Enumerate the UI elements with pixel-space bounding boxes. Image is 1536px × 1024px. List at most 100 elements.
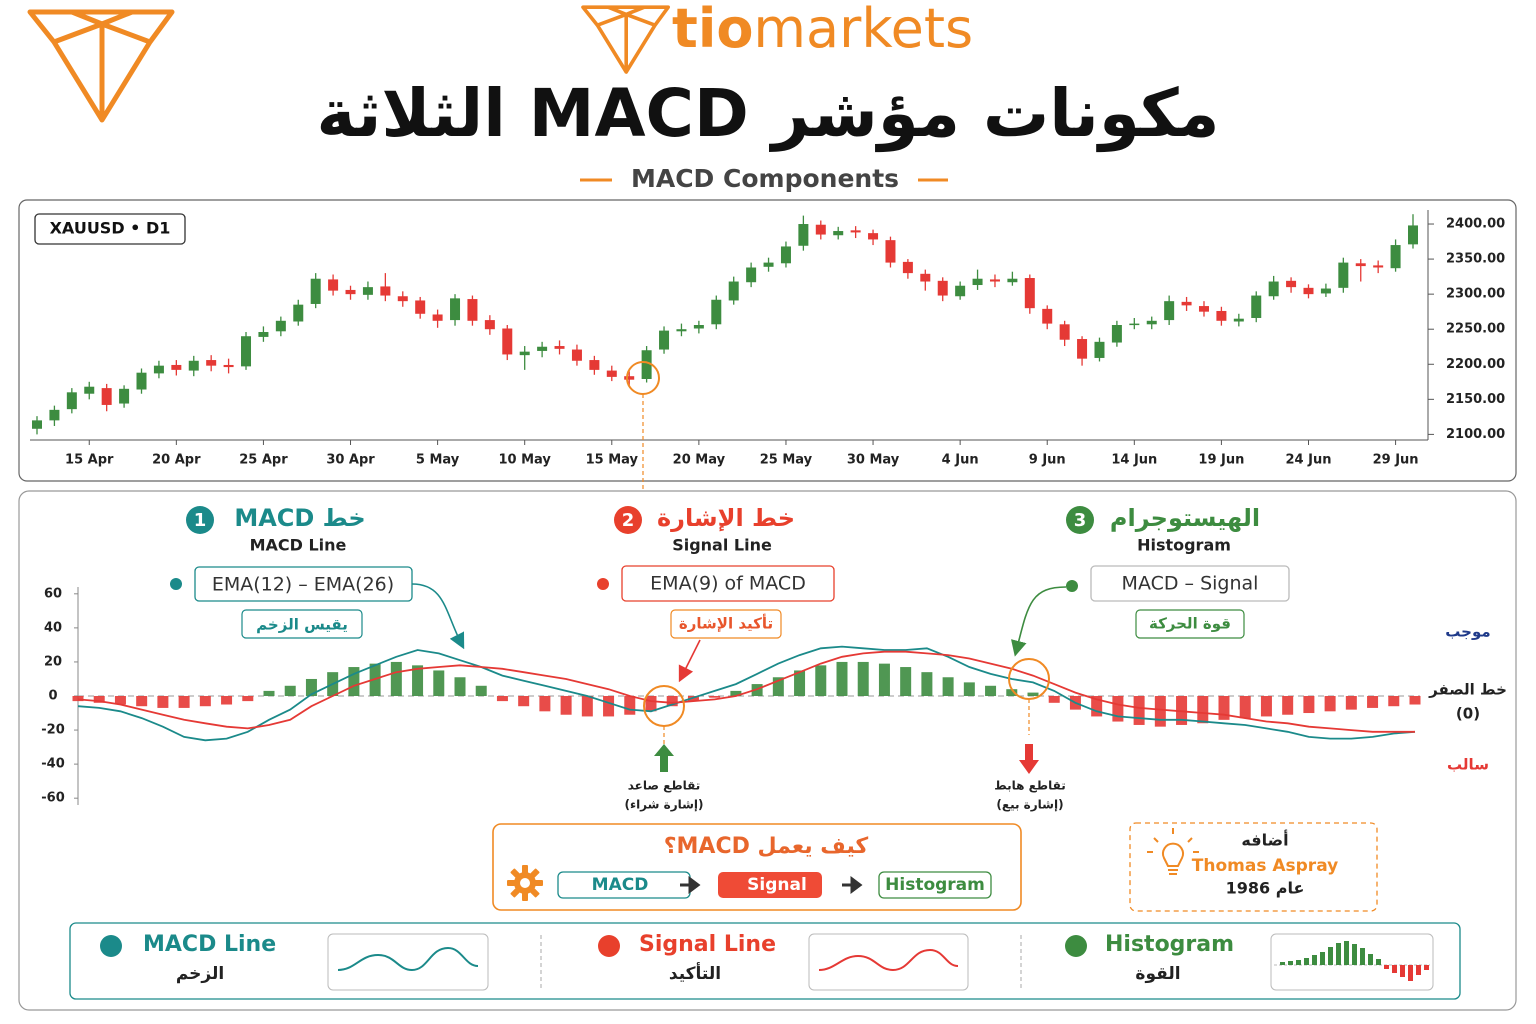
subtitle: MACD Components [631,164,899,193]
component-title: خط الإشارة [657,504,795,532]
bulb-icon [1147,828,1199,875]
candle-body [1251,295,1262,318]
x-tick-label: 24 Jun [1286,453,1332,468]
how-title: كيف يعمل MACD؟ [664,834,869,859]
candle-body [902,261,913,274]
logo-large-part [27,9,175,123]
candle-body [101,388,112,405]
logo-small-part [581,5,671,74]
candle-body [223,364,234,368]
candle-body [868,233,879,240]
legend-dot [598,935,620,957]
candle-body [171,364,182,370]
candle-body [1216,310,1227,321]
y-tick-label: 60 [44,586,62,601]
candle-body [1181,301,1192,306]
histogram-bar [1260,696,1272,717]
candle-body [989,279,1000,282]
y-tick-label: 0 [48,689,57,704]
x-tick-label: 25 May [760,453,813,468]
y-tick-label: 20 [44,654,62,669]
histogram-bar [263,690,275,696]
mini-histogram-part [1376,959,1381,965]
tag-box [1135,609,1245,639]
legend-note: الزخم [176,964,224,984]
logo-small-part [596,5,656,73]
candle-body [1129,323,1140,326]
candle-body [624,376,635,380]
sparkline-box [808,933,969,991]
x-tick-label: 10 May [498,453,551,468]
legend-label: Histogram [1105,932,1234,957]
number: 3 [1074,510,1087,531]
histogram-bar [1133,696,1145,725]
bulb-icon-part [1147,828,1199,853]
legend-dot [1065,935,1087,957]
histogram-bar [836,661,848,696]
candle-body [798,224,809,246]
bullet [597,578,609,590]
candle-body [119,388,130,404]
annotation: (إشارة بيع) [996,798,1063,812]
candle-body [293,304,304,322]
candle-body [589,360,600,370]
formula-box [621,565,835,602]
step: Signal [747,875,807,895]
histogram-bar [794,670,806,696]
histogram-bar [348,667,360,696]
candle-body [1373,265,1384,268]
candle-body [362,287,373,295]
y-tick-label: 2100.00 [1446,427,1505,442]
histogram-bar [114,696,126,705]
gear-icon [507,865,543,901]
pointer-arrow [678,639,701,683]
sparkline [337,946,479,972]
candle-body [32,420,42,429]
histogram-bar [1409,696,1421,705]
candle-body [275,320,286,332]
candle-body [937,280,948,296]
candle-body [833,231,844,236]
histogram-bar [284,685,296,696]
histogram-bar [1388,696,1400,707]
formula: EMA(9) of MACD [650,573,806,595]
x-tick-label: 19 Jun [1198,453,1244,468]
number-badge [1066,506,1094,534]
candle-body [920,273,931,282]
candle-body [1320,288,1331,294]
histogram-bar [475,685,487,696]
histogram-bar [93,696,105,703]
sparkline [818,948,959,972]
histogram-bar [1027,692,1039,696]
mini-histogram-part [1320,952,1325,965]
histogram-bar [603,696,615,717]
candle-body [676,329,687,332]
logo-large-part [53,9,151,120]
mini-histogram-part [1352,944,1357,965]
step-arrow [680,876,701,894]
bullet [170,578,182,590]
histogram-bar [1239,696,1251,719]
candle-body [450,298,461,321]
gear-icon-part [520,878,530,888]
y-tick-label: 2300.00 [1446,287,1505,302]
price-chart: 2100.00 2150.00 2200.00 2250.00 2300.00 2350.… [30,210,1505,468]
price-panel [18,199,1517,482]
candle-body [763,262,774,267]
y-tick-label: 2250.00 [1446,322,1505,337]
candle-body [537,346,548,351]
histogram-bar [815,665,827,696]
histogram-bar [412,665,424,696]
x-tick-label: 15 May [586,453,639,468]
candle-body [815,224,826,235]
y-tick-label: 2150.00 [1446,392,1505,407]
candle-body [746,267,757,283]
candle-body [258,332,269,337]
candle-body [49,409,60,421]
bearish-arrow [1019,744,1039,774]
mini-histogram-part [1280,962,1285,965]
histogram-bar [157,696,169,708]
candle-body [1007,278,1018,283]
x-tick-label: 25 Apr [239,453,288,468]
histogram-bar [136,696,148,707]
